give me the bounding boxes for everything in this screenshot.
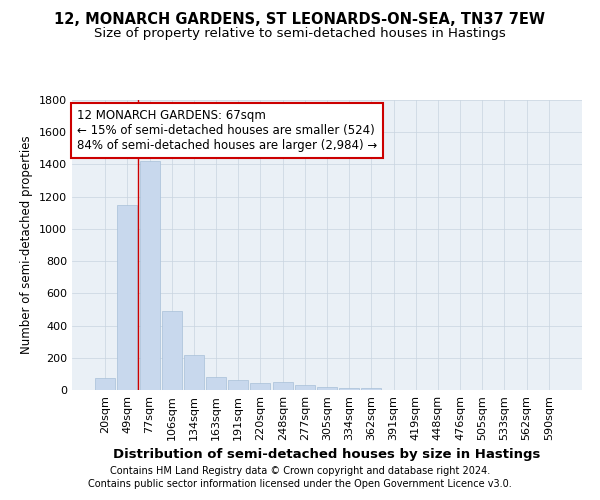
Text: 12 MONARCH GARDENS: 67sqm
← 15% of semi-detached houses are smaller (524)
84% of: 12 MONARCH GARDENS: 67sqm ← 15% of semi-… [77, 108, 377, 152]
Text: Contains HM Land Registry data © Crown copyright and database right 2024.: Contains HM Land Registry data © Crown c… [110, 466, 490, 476]
Bar [361, 388, 382, 390]
Bar [295, 386, 315, 390]
Bar [118, 204, 137, 390]
Bar [140, 161, 160, 390]
Y-axis label: Number of semi-detached properties: Number of semi-detached properties [20, 136, 34, 354]
Bar [228, 380, 248, 390]
Bar [206, 377, 226, 390]
Bar [317, 387, 337, 390]
Text: Size of property relative to semi-detached houses in Hastings: Size of property relative to semi-detach… [94, 28, 506, 40]
Bar [272, 382, 293, 390]
Bar [95, 378, 115, 390]
Text: Contains public sector information licensed under the Open Government Licence v3: Contains public sector information licen… [88, 479, 512, 489]
Text: 12, MONARCH GARDENS, ST LEONARDS-ON-SEA, TN37 7EW: 12, MONARCH GARDENS, ST LEONARDS-ON-SEA,… [55, 12, 545, 28]
X-axis label: Distribution of semi-detached houses by size in Hastings: Distribution of semi-detached houses by … [113, 448, 541, 462]
Bar [184, 356, 204, 390]
Bar [339, 388, 359, 390]
Bar [162, 311, 182, 390]
Bar [250, 383, 271, 390]
